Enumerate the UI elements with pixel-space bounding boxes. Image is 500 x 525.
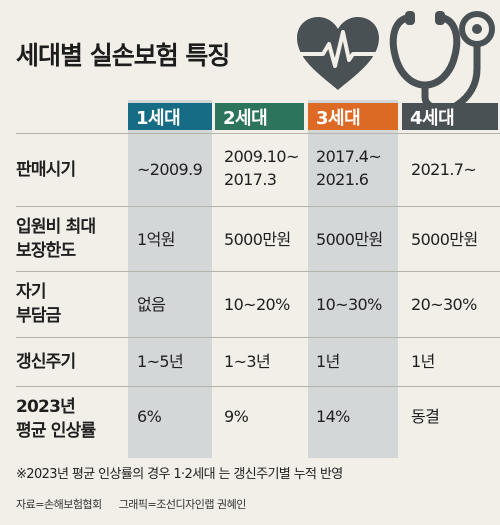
row-divider <box>16 337 500 338</box>
cell-gen3-sale-period: 2017.4~ 2021.6 <box>316 147 382 189</box>
cell-gen1-max-coverage: 1억원 <box>137 230 175 249</box>
cell-gen3-avg-increase: 14% <box>316 407 350 426</box>
cell-gen2-max-coverage: 5000만원 <box>224 230 291 249</box>
cell-gen3-deductible: 10~30% <box>316 295 382 314</box>
cell-gen1-renewal-cycle: 1~5년 <box>137 352 184 371</box>
cell-gen1-deductible: 없음 <box>137 295 166 314</box>
header-gen3: 3세대 <box>308 103 398 130</box>
cell-gen1-sale-period: ~2009.9 <box>137 160 203 179</box>
cell-gen2-deductible: 10~20% <box>224 295 290 314</box>
heart-pulse-icon <box>297 17 379 90</box>
row-divider <box>16 386 500 387</box>
cell-gen3-renewal-cycle: 1년 <box>316 352 340 371</box>
row-divider <box>16 133 500 134</box>
source-credits: 자료=손해보험협회 그래픽=조선디자인랩 권혜인 <box>16 496 260 512</box>
header-gen1: 1세대 <box>128 103 212 130</box>
cell-gen4-max-coverage: 5000만원 <box>411 230 478 249</box>
row-label-renewal-cycle: 갱신주기 <box>16 352 76 372</box>
row-label-sale-period: 판매시기 <box>16 160 76 180</box>
cell-gen2-renewal-cycle: 1~3년 <box>224 352 271 371</box>
comparison-table: 1세대 2세대 3세대 4세대 판매시기 ~2009.9 2009.10~ 201… <box>0 100 500 458</box>
cell-gen1-avg-increase: 6% <box>137 407 162 426</box>
source-graphic: 그래픽=조선디자인랩 권혜인 <box>118 498 247 511</box>
cell-gen4-deductible: 20~30% <box>411 295 477 314</box>
row-divider <box>16 271 500 272</box>
header-gen4: 4세대 <box>402 103 498 130</box>
footnote: ※2023년 평균 인상률의 경우 1·2세대 는 갱신주기별 누적 반영 <box>16 467 343 482</box>
cell-gen3-max-coverage: 5000만원 <box>316 230 383 249</box>
cell-gen2-sale-period: 2009.10~ 2017.3 <box>224 147 299 189</box>
row-divider <box>16 206 500 207</box>
header-gen2: 2세대 <box>215 103 304 130</box>
cell-gen4-sale-period: 2021.7~ <box>411 160 477 179</box>
cell-gen2-avg-increase: 9% <box>224 407 249 426</box>
row-label-avg-increase: 2023년 평균 인상률 <box>16 397 96 441</box>
page-title: 세대별 실손보험 특징 <box>16 41 230 70</box>
gen1-column-highlight <box>128 100 212 458</box>
row-label-deductible: 자기 부담금 <box>16 282 61 326</box>
row-label-max-coverage: 입원비 최대 보장한도 <box>16 217 96 261</box>
gen3-column-highlight <box>308 100 398 458</box>
cell-gen4-renewal-cycle: 1년 <box>411 352 435 371</box>
source-data: 자료=손해보험협회 <box>16 498 102 511</box>
cell-gen4-avg-increase: 동결 <box>411 407 440 426</box>
